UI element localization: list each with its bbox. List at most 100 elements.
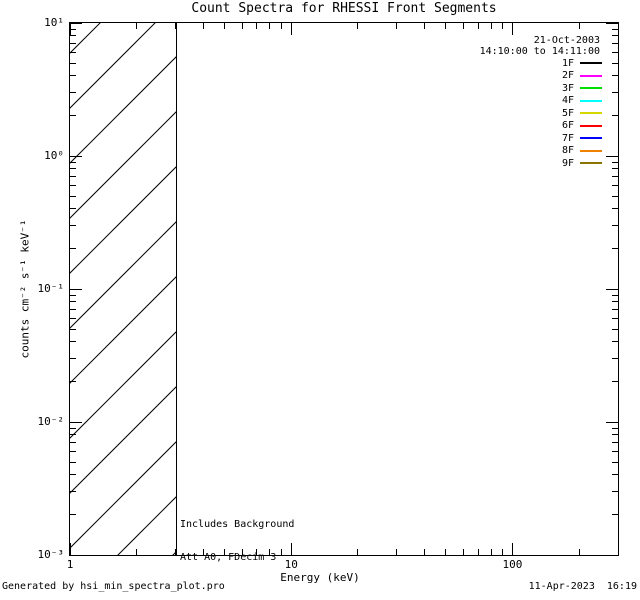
axis-tick <box>612 208 618 210</box>
axis-tick <box>70 427 76 429</box>
legend-label: 2F <box>561 70 574 82</box>
axis-tick <box>612 474 618 476</box>
axis-tick <box>462 549 464 555</box>
axis-tick <box>477 549 479 555</box>
y-tick-label: 10¹ <box>44 16 64 29</box>
axis-tick <box>445 23 447 29</box>
axis-tick <box>396 549 398 555</box>
annotation-att-fdecim: Att A0, FDecim 3 <box>180 552 277 563</box>
axis-tick <box>612 115 618 117</box>
axis-tick <box>612 461 618 463</box>
legend-label: 7F <box>561 132 574 144</box>
axis-tick <box>357 549 359 555</box>
axis-tick <box>70 451 76 452</box>
axis-tick <box>280 23 282 29</box>
legend-color-line <box>580 99 602 102</box>
axis-tick <box>70 474 76 476</box>
axis-tick <box>269 549 271 555</box>
axis-tick <box>70 28 76 30</box>
axis-tick <box>224 23 226 29</box>
hatch-pattern <box>70 23 176 555</box>
axis-tick <box>70 185 76 186</box>
axis-tick <box>70 161 76 163</box>
axis-tick <box>175 549 177 555</box>
axis-tick <box>477 23 479 29</box>
axis-tick <box>445 549 447 555</box>
axis-tick <box>69 543 71 555</box>
axis-tick <box>606 22 618 24</box>
axis-tick <box>612 176 618 178</box>
axis-tick <box>280 549 282 555</box>
axis-tick <box>70 294 76 296</box>
axis-tick <box>241 549 243 555</box>
axis-tick <box>70 442 76 444</box>
axis-tick <box>423 549 425 555</box>
axis-tick <box>423 23 425 29</box>
legend-color-line <box>580 62 602 65</box>
axis-tick <box>224 549 226 555</box>
y-tick-label: 10⁻² <box>37 415 65 428</box>
legend-row: 1F <box>480 57 602 70</box>
axis-tick <box>70 62 76 64</box>
axis-tick <box>256 549 258 555</box>
axis-tick <box>606 421 618 423</box>
legend-row: 3F <box>480 82 602 95</box>
x-tick-label: 100 <box>502 558 523 571</box>
legend-row: 2F <box>480 70 602 83</box>
axis-tick <box>202 549 204 555</box>
legend: 21-Oct-2003 14:10:00 to 14:11:00 1F 2F 3F 4… <box>480 35 602 170</box>
axis-tick <box>70 22 82 24</box>
footer-datetime: 11-Apr-2023 16:19 <box>528 581 637 592</box>
axis-tick <box>612 451 618 452</box>
axis-tick <box>606 288 618 290</box>
axis-tick <box>612 427 618 429</box>
axis-tick <box>70 43 76 45</box>
axis-tick <box>70 208 76 210</box>
axis-tick <box>202 23 204 29</box>
legend-color-line <box>580 162 602 165</box>
axis-tick <box>490 549 492 555</box>
axis-tick <box>70 309 76 311</box>
axis-tick <box>612 309 618 311</box>
axis-tick <box>269 23 271 29</box>
legend-label: 6F <box>561 120 574 132</box>
legend-label: 8F <box>561 145 574 157</box>
page-title: Count Spectra for RHESSI Front Segments <box>191 1 497 16</box>
axis-tick <box>612 92 618 94</box>
axis-tick <box>290 23 292 35</box>
axis-tick <box>70 358 76 360</box>
axis-tick <box>612 168 618 170</box>
legend-label: 5F <box>561 107 574 119</box>
axis-tick <box>511 543 513 555</box>
axis-tick <box>612 434 618 436</box>
axis-tick <box>70 318 76 319</box>
axis-tick <box>70 288 82 290</box>
axis-tick <box>612 301 618 303</box>
axis-tick <box>70 52 76 53</box>
annotation-block: Includes Background Att A0, FDecim 3 <box>180 497 294 585</box>
axis-tick <box>290 543 292 555</box>
axis-tick <box>70 514 76 516</box>
hatch-region <box>70 23 177 555</box>
axis-tick <box>612 491 618 493</box>
axis-tick <box>396 23 398 29</box>
axis-tick <box>612 514 618 516</box>
axis-tick <box>612 62 618 64</box>
axis-tick <box>501 23 503 29</box>
legend-row: 5F <box>480 107 602 120</box>
axis-tick <box>612 381 618 383</box>
axis-tick <box>612 341 618 343</box>
axis-tick <box>511 23 513 35</box>
x-axis-label: Energy (keV) <box>280 571 360 584</box>
footer-generated-by: Generated by hsi_min_spectra_plot.pro <box>2 581 225 592</box>
axis-tick <box>70 381 76 383</box>
legend-color-line <box>580 124 602 127</box>
axis-tick <box>612 358 618 360</box>
y-tick-label: 10⁻³ <box>37 548 65 561</box>
axis-tick <box>612 294 618 296</box>
axis-tick <box>136 549 138 555</box>
legend-date: 21-Oct-2003 <box>533 35 600 46</box>
axis-tick <box>70 248 76 250</box>
axis-tick <box>70 155 82 157</box>
axis-tick <box>612 442 618 444</box>
